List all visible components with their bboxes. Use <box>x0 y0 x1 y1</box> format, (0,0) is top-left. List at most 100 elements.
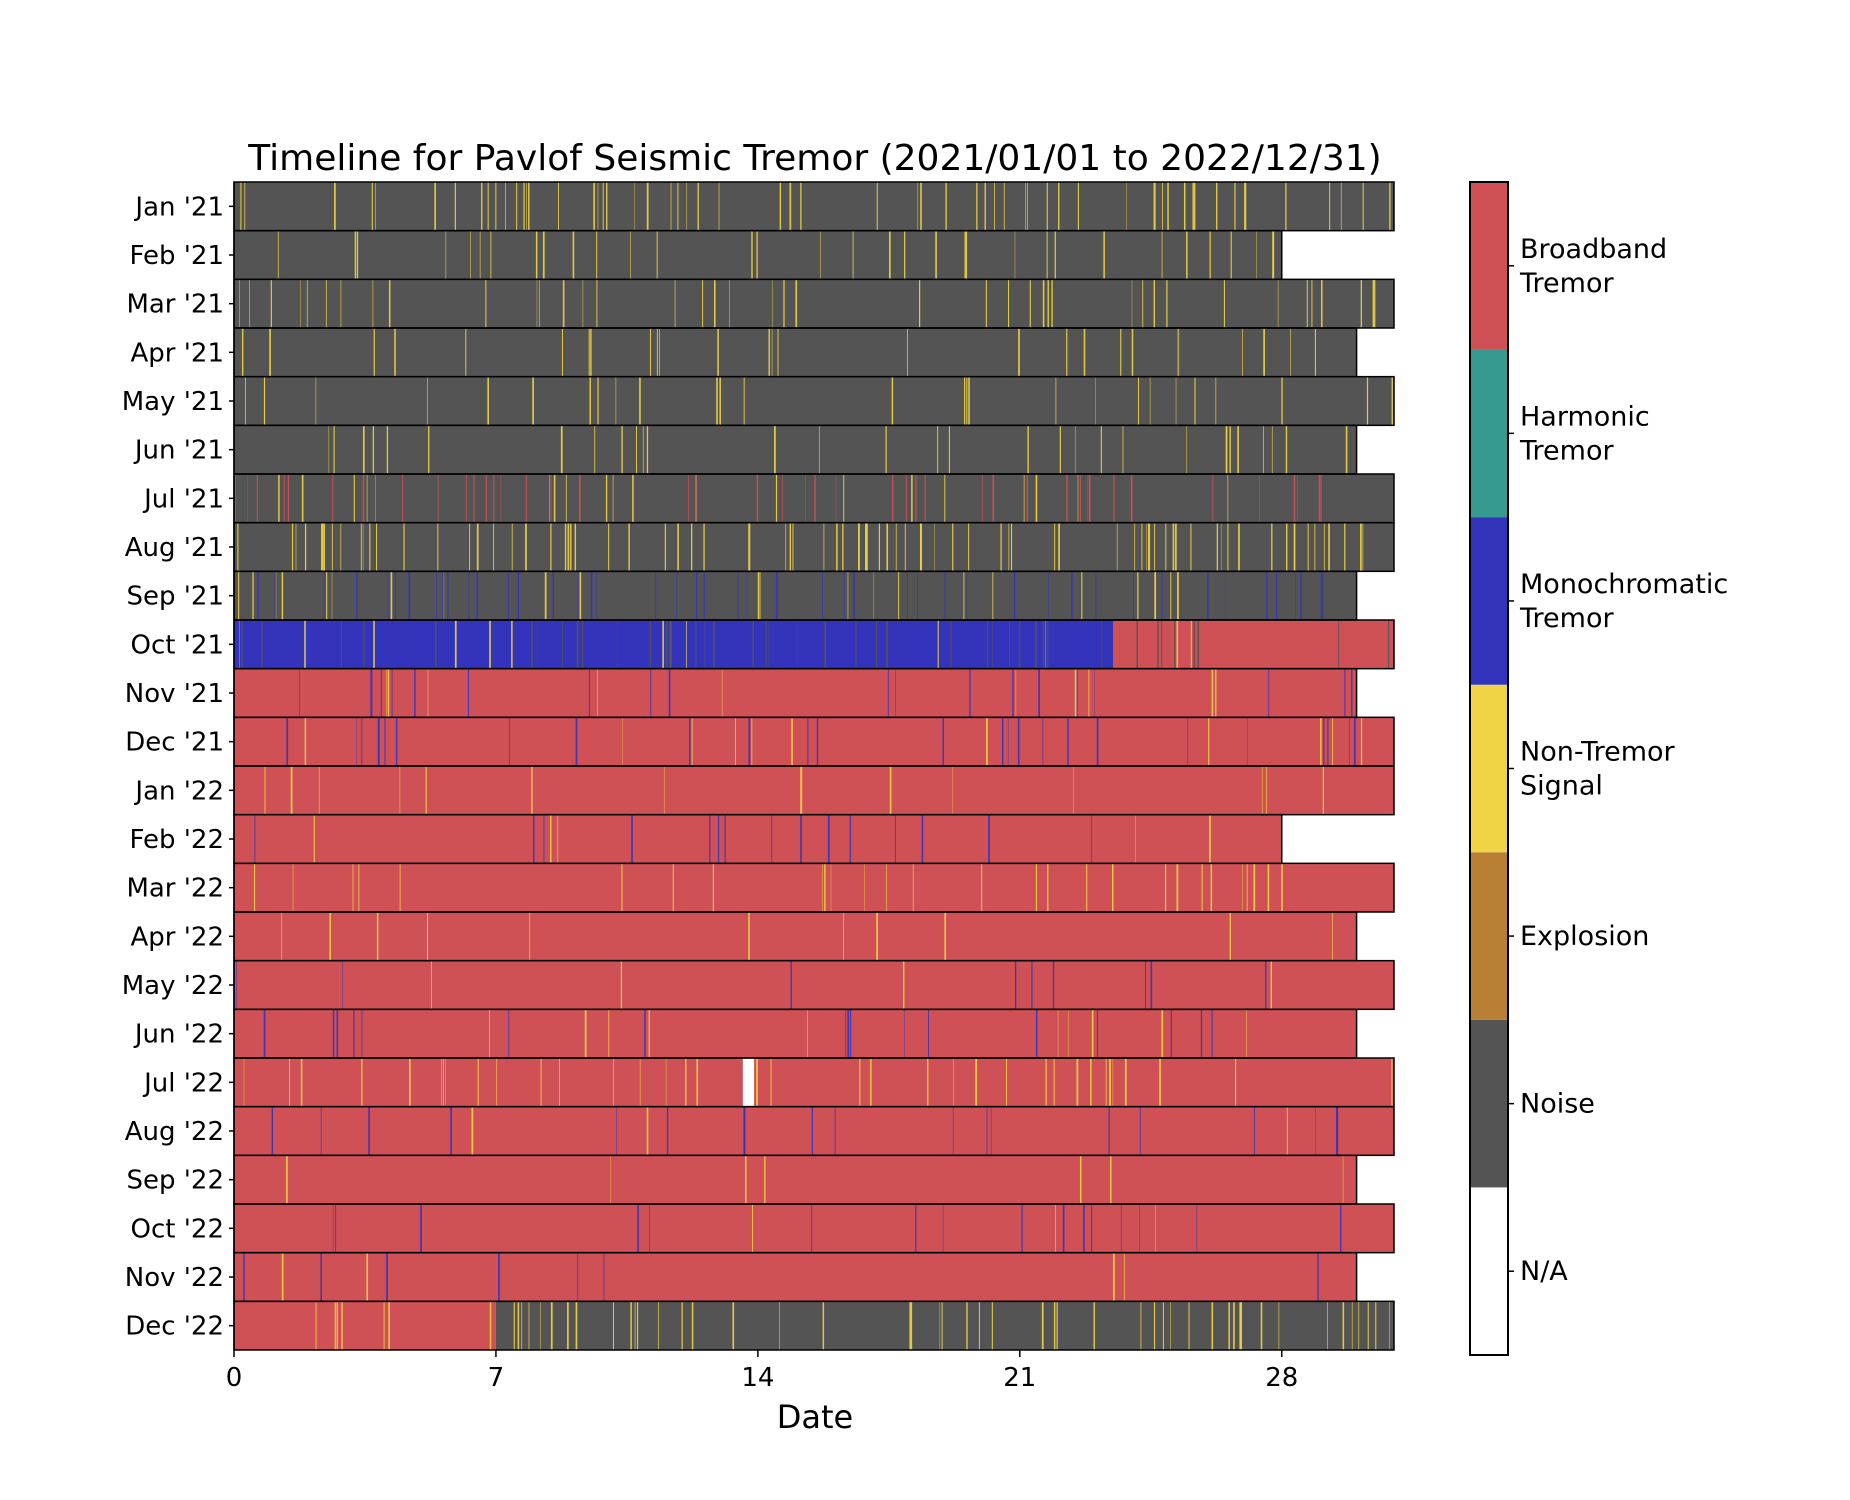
event-stripe <box>775 571 778 620</box>
event-stripe <box>779 1301 781 1350</box>
event-stripe <box>1058 522 1060 572</box>
event-stripe <box>642 425 644 474</box>
event-stripe <box>531 766 533 815</box>
event-stripe <box>1076 668 1078 718</box>
event-stripe <box>984 182 986 231</box>
event-stripe <box>1177 571 1179 620</box>
event-stripe <box>454 620 457 669</box>
event-stripe <box>1168 571 1170 620</box>
event-stripe <box>935 230 937 280</box>
event-stripe <box>689 717 691 766</box>
event-stripe <box>1067 717 1069 766</box>
class-segment <box>234 1155 1357 1204</box>
event-stripe <box>1318 474 1321 523</box>
event-stripe <box>963 571 965 620</box>
event-stripe <box>1242 328 1243 377</box>
event-stripe <box>1025 182 1026 231</box>
event-stripe <box>811 1204 813 1253</box>
event-stripe <box>1244 182 1246 231</box>
event-stripe <box>1096 1009 1098 1058</box>
event-stripe <box>1263 328 1265 377</box>
event-stripe <box>1161 571 1163 620</box>
event-stripe <box>907 571 908 620</box>
event-stripe <box>952 522 954 572</box>
event-stripe <box>567 522 570 572</box>
event-stripe <box>1088 474 1091 523</box>
month-label: Aug '21 <box>125 533 224 563</box>
colorbar-label: Explosion <box>1520 921 1649 952</box>
event-stripe <box>1056 1301 1058 1350</box>
event-stripe <box>1083 328 1086 377</box>
event-stripe <box>709 814 711 864</box>
event-stripe <box>1110 1155 1112 1204</box>
event-stripe <box>372 279 374 328</box>
event-stripe <box>356 230 359 280</box>
event-stripe <box>1153 1301 1156 1350</box>
event-stripe <box>1261 766 1263 815</box>
event-stripe <box>1342 1301 1345 1350</box>
event-stripe <box>950 620 952 669</box>
event-stripe <box>677 182 679 231</box>
event-stripe <box>1165 863 1167 912</box>
event-stripe <box>757 571 760 620</box>
event-stripe <box>1265 960 1267 1010</box>
event-stripe <box>1320 717 1322 766</box>
event-stripe <box>277 230 279 280</box>
event-stripe <box>966 1301 968 1350</box>
event-stripe <box>966 376 968 426</box>
event-stripe <box>717 814 720 864</box>
class-segment <box>234 279 1394 328</box>
event-stripe <box>318 766 320 815</box>
event-stripe <box>353 1009 355 1058</box>
event-stripe <box>937 425 939 474</box>
event-stripe <box>274 571 276 620</box>
event-stripe <box>1017 717 1020 766</box>
event-stripe <box>500 474 502 523</box>
event-stripe <box>1047 279 1049 328</box>
event-stripe <box>300 1058 302 1107</box>
event-stripe <box>1332 717 1334 766</box>
event-stripe <box>1141 522 1143 572</box>
event-stripe <box>528 1301 530 1350</box>
event-stripe <box>340 279 342 328</box>
event-stripe <box>521 1301 523 1350</box>
event-stripe <box>588 668 590 718</box>
event-stripe <box>1260 1301 1263 1350</box>
class-segment <box>234 717 1394 766</box>
event-stripe <box>498 1252 500 1302</box>
event-stripe <box>1234 182 1236 231</box>
event-stripe <box>937 620 939 669</box>
event-stripe <box>1142 279 1144 328</box>
event-stripe <box>1184 182 1186 231</box>
event-stripe <box>889 230 891 280</box>
event-stripe <box>593 182 595 231</box>
event-stripe <box>1021 1204 1023 1253</box>
event-stripe <box>849 1009 852 1058</box>
event-stripe <box>454 182 456 231</box>
event-stripe <box>1108 1106 1110 1156</box>
timeline-rows <box>234 182 1394 1350</box>
event-stripe <box>481 182 483 231</box>
month-label: May '22 <box>122 971 224 1001</box>
event-stripe <box>420 1204 422 1253</box>
event-stripe <box>886 620 888 669</box>
event-stripe <box>650 668 652 718</box>
class-segment <box>234 522 1394 572</box>
event-stripe <box>751 230 753 280</box>
event-stripe <box>885 425 887 474</box>
event-stripe <box>1055 1204 1056 1253</box>
event-stripe <box>759 571 761 620</box>
event-stripe <box>891 376 894 426</box>
event-stripe <box>773 425 776 474</box>
event-stripe <box>1285 182 1287 231</box>
event-stripe <box>807 1009 808 1058</box>
event-stripe <box>1215 668 1217 718</box>
event-stripe <box>287 474 290 523</box>
event-stripe <box>315 1301 317 1350</box>
class-segment <box>234 571 1357 620</box>
event-stripe <box>239 279 240 328</box>
event-stripe <box>658 1301 659 1350</box>
event-stripe <box>550 474 552 523</box>
event-stripe <box>992 474 994 523</box>
event-stripe <box>1000 522 1002 572</box>
